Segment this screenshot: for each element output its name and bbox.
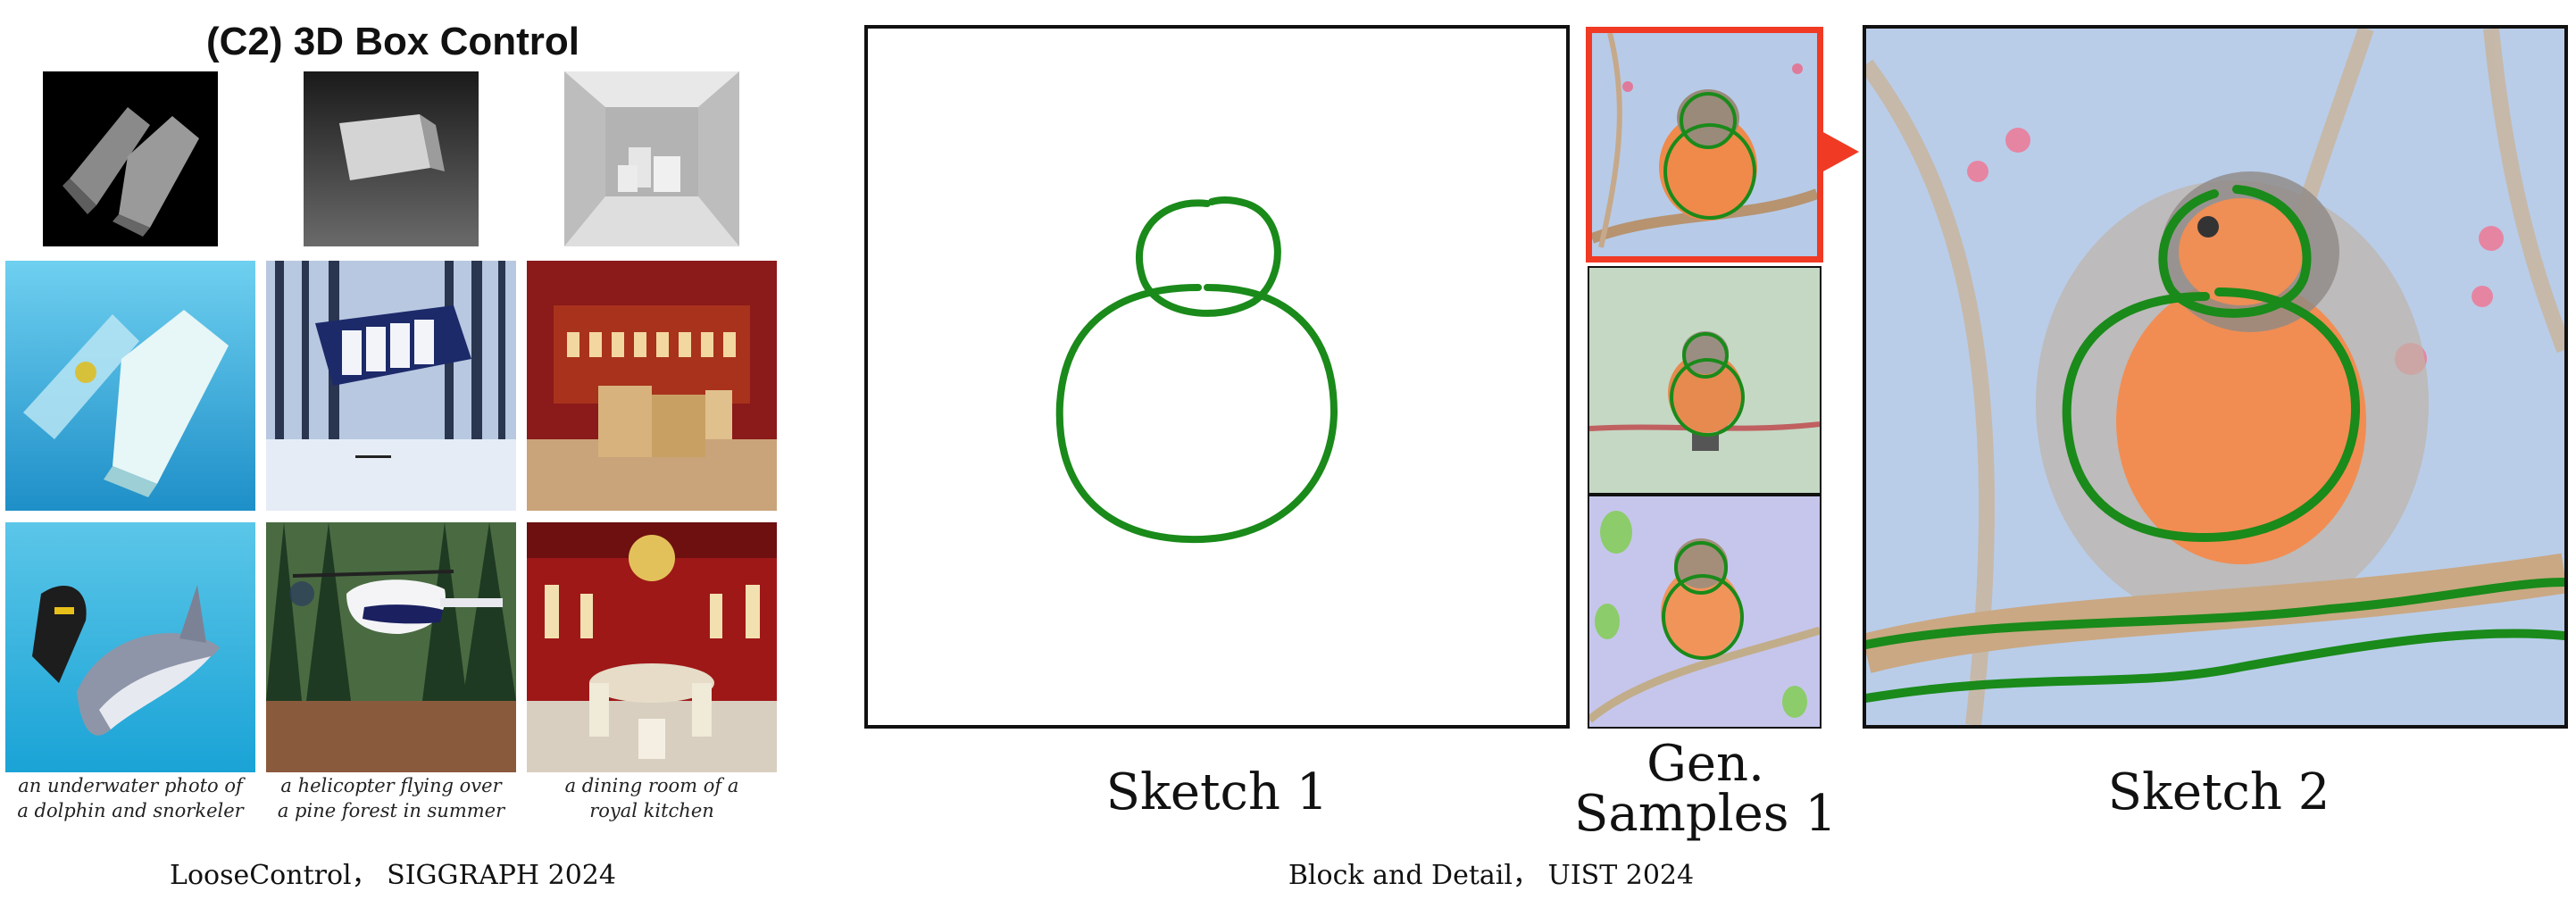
caption-helicopter-line2: a pine forest in summer	[277, 800, 505, 821]
photo-kitchen-interior	[527, 261, 777, 511]
depth-map-1	[43, 71, 218, 246]
gen-sample-1	[1586, 27, 1823, 262]
sketch1-body-stroke	[1055, 284, 1338, 544]
zoom-pointer-icon	[1823, 132, 1859, 171]
caption-dolphin-line1: an underwater photo of	[18, 775, 243, 796]
photo-underwater-boxes	[5, 261, 255, 511]
caption-dining-room-line1: a dining room of a	[564, 775, 739, 796]
gen-samples-label: Gen. Samples 1	[1571, 739, 1839, 839]
caption-dining-room-line2: royal kitchen	[589, 800, 714, 821]
gen-samples-label-line2: Samples 1	[1574, 785, 1837, 843]
caption-dolphin-line2: a dolphin and snorkeler	[17, 800, 244, 821]
sketch2-canvas	[1863, 25, 2568, 729]
sketch1-canvas	[864, 25, 1570, 729]
depth-map-3	[564, 71, 739, 246]
footer-block-and-detail: Block and Detail， UIST 2024	[1288, 860, 1695, 891]
gen-sample-2	[1588, 266, 1822, 495]
caption-helicopter: a helicopter flying over a pine forest i…	[261, 773, 521, 823]
photo-helicopter-forest	[266, 522, 516, 772]
caption-helicopter-line1: a helicopter flying over	[280, 775, 502, 796]
depth-map-2	[304, 71, 479, 246]
photo-helicopter-winter	[266, 261, 516, 511]
photo-royal-dining-room	[527, 522, 777, 772]
sketch1-label: Sketch 1	[1105, 763, 1329, 821]
photo-dolphin-snorkeler	[5, 522, 255, 772]
panel-title-loosecontrol: (C2) 3D Box Control	[206, 20, 579, 63]
sketch1-head-stroke	[1135, 196, 1281, 317]
footer-loosecontrol: LooseControl， SIGGRAPH 2024	[170, 860, 616, 891]
gen-samples-label-line1: Gen.	[1646, 735, 1764, 793]
gen-sample-3	[1588, 495, 1822, 729]
caption-dining-room: a dining room of a royal kitchen	[521, 773, 782, 823]
caption-dolphin: an underwater photo of a dolphin and sno…	[0, 773, 261, 823]
sketch2-label: Sketch 2	[2107, 763, 2330, 821]
